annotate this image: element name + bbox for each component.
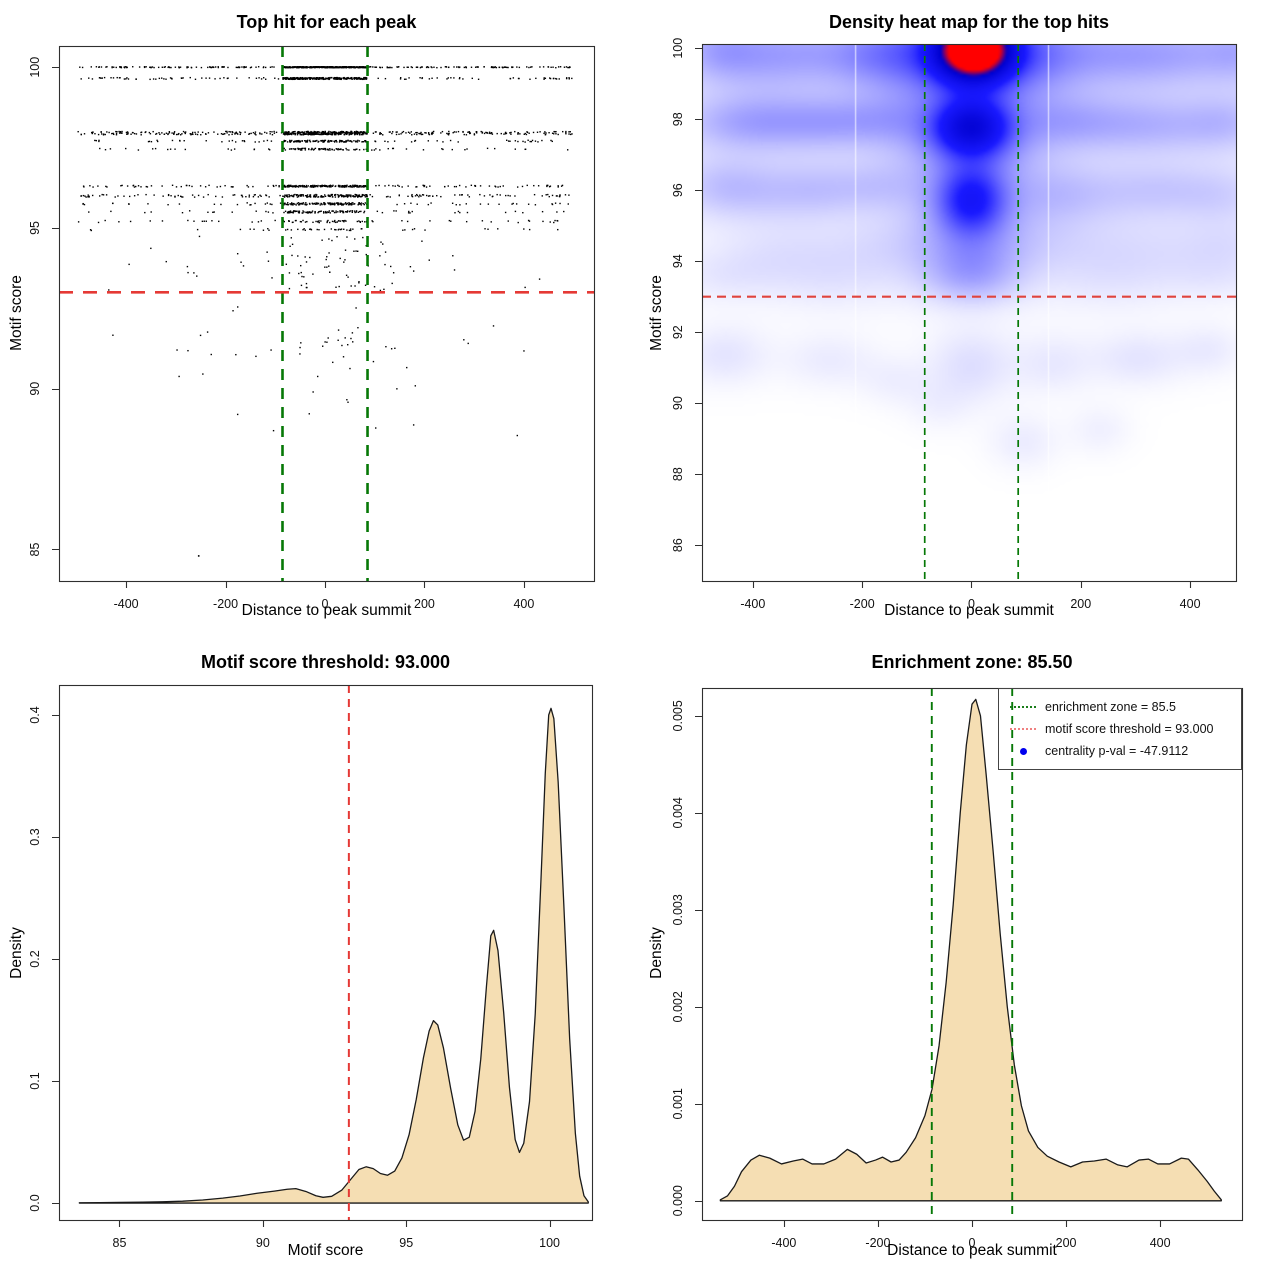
panel-density-heatmap: Density heat map for the top hits Distan… xyxy=(640,0,1280,640)
dotted-line-icon xyxy=(1008,728,1038,730)
page-title-score-density: Motif score threshold: 93.000 xyxy=(200,652,451,672)
y-axis-label: Density xyxy=(8,927,25,979)
score-density-canvas xyxy=(0,640,640,1280)
page-title-scatter: Top hit for each peak xyxy=(236,12,417,32)
heatmap-canvas xyxy=(640,0,1280,640)
dotted-line-icon xyxy=(1008,706,1038,708)
legend-row-score-threshold: motif score threshold = 93.000 xyxy=(999,718,1241,740)
y-axis-label: Motif score xyxy=(648,275,665,351)
x-axis-label: Distance to peak summit xyxy=(884,602,1054,619)
legend-label: motif score threshold = 93.000 xyxy=(1045,722,1214,736)
dot-icon xyxy=(1008,747,1038,755)
x-axis-label: Motif score xyxy=(287,1242,364,1259)
page-title-heatmap: Density heat map for the top hits xyxy=(828,12,1110,32)
y-axis-label: Density xyxy=(648,927,665,979)
legend-row-enrichment-zone: enrichment zone = 85.5 xyxy=(999,696,1241,718)
scatter-plot-canvas xyxy=(0,0,640,640)
legend-label: centrality p-val = -47.9112 xyxy=(1045,744,1189,758)
page-title-enrichment: Enrichment zone: 85.50 xyxy=(871,652,1073,672)
legend: enrichment zone = 85.5 motif score thres… xyxy=(998,688,1242,770)
panel-enrichment-zone-density: Enrichment zone: 85.50 Distance to peak … xyxy=(640,640,1280,1280)
legend-row-centrality-pval: centrality p-val = -47.9112 xyxy=(999,740,1241,762)
panel-score-density: Motif score threshold: 93.000 Motif scor… xyxy=(0,640,640,1280)
enrichment-density-canvas xyxy=(640,640,1280,1280)
x-axis-label: Distance to peak summit xyxy=(241,602,412,619)
panel-top-hit-scatter: Top hit for each peak Distance to peak s… xyxy=(0,0,640,640)
y-axis-label: Motif score xyxy=(8,275,25,351)
x-axis-label: Distance to peak summit xyxy=(887,1242,1057,1259)
legend-label: enrichment zone = 85.5 xyxy=(1045,700,1176,714)
